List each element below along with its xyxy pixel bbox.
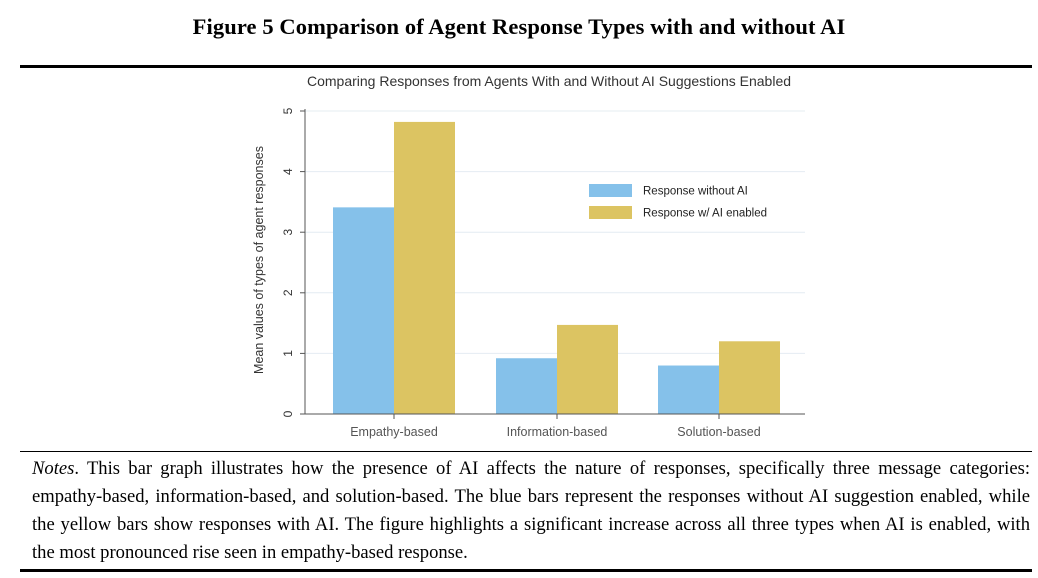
legend-label-without-ai: Response without AI: [643, 186, 748, 198]
figure-title: Figure 5 Comparison of Agent Response Ty…: [192, 14, 846, 39]
x-labels: Empathy-based Information-based Solution-b…: [350, 414, 761, 439]
x-category-label: Information-based: [507, 425, 608, 439]
bottom-rule: [20, 569, 1032, 572]
legend: Response without AI Response w/ AI enable…: [589, 184, 767, 220]
bar-chart: Comparing Responses from Agents With and…: [252, 73, 805, 439]
notes-text: . This bar graph illustrates how the pre…: [32, 458, 1030, 563]
notes-paragraph: Notes. This bar graph illustrates how th…: [32, 455, 1030, 567]
bar-with-ai-information-based: [557, 324, 618, 414]
legend-swatch-without-ai: [589, 184, 632, 197]
y-tick-label: 5: [281, 107, 295, 114]
x-category-label: Solution-based: [677, 425, 760, 439]
bar-with-ai-solution-based: [719, 341, 780, 414]
bar-without-ai-solution-based: [658, 365, 719, 414]
y-tick-label: 0: [281, 410, 295, 417]
bars: [333, 121, 780, 415]
legend-swatch-with-ai: [589, 206, 632, 219]
bar-with-ai-empathy-based: [394, 121, 455, 415]
y-tick-label: 1: [281, 350, 295, 357]
y-ticks: 0 1 2 3 4 5: [281, 107, 305, 417]
chart-title: Comparing Responses from Agents With and…: [307, 73, 791, 89]
middle-rule: [20, 451, 1032, 452]
y-tick-label: 3: [281, 229, 295, 236]
bar-without-ai-information-based: [496, 358, 557, 414]
top-rule: [20, 65, 1032, 68]
legend-label-with-ai: Response w/ AI enabled: [643, 208, 767, 220]
bar-without-ai-empathy-based: [333, 207, 394, 414]
y-tick-label: 4: [281, 168, 295, 175]
y-tick-label: 2: [281, 289, 295, 296]
x-category-label: Empathy-based: [350, 425, 438, 439]
notes-label: Notes: [32, 458, 75, 479]
y-axis-title: Mean values of types of agent responses: [252, 146, 266, 374]
